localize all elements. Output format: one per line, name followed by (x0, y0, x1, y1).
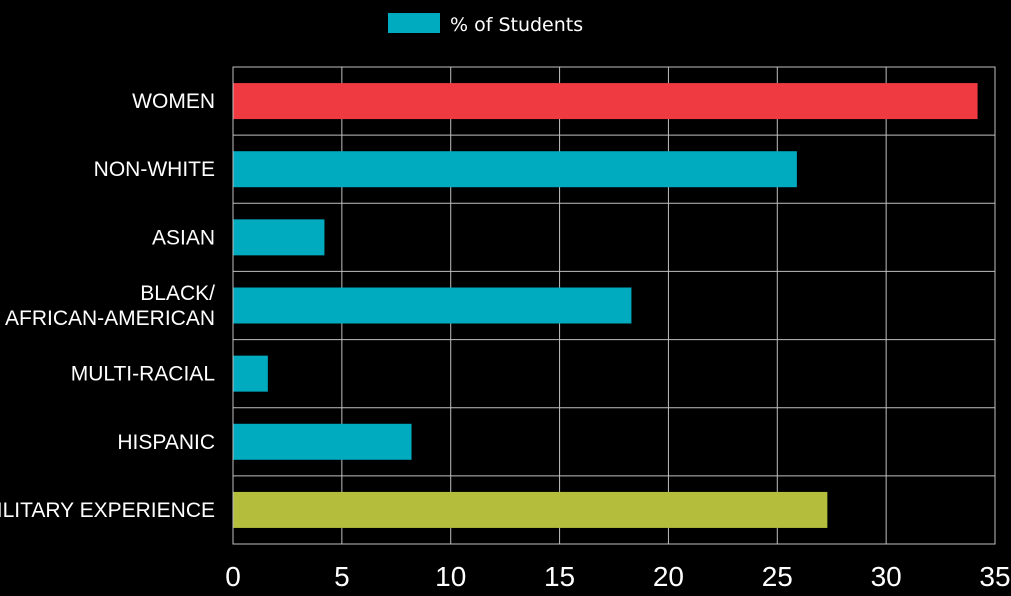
x-tick-label: 5 (334, 561, 350, 592)
bar (233, 491, 828, 528)
legend: % of Students (388, 13, 583, 36)
x-tick-label: 30 (871, 561, 902, 592)
legend-label: % of Students (450, 14, 583, 36)
category-label: WOMEN (132, 90, 215, 113)
category-label: BLACK/ (140, 282, 215, 305)
plot-frame (232, 66, 996, 545)
bar (233, 219, 325, 256)
x-tick-label: 10 (435, 561, 466, 592)
category-label: ASIAN (152, 226, 215, 249)
category-label: MULTI-RACIAL (71, 363, 215, 386)
bar (233, 287, 632, 324)
category-label: AFRICAN-AMERICAN (5, 307, 215, 330)
category-label: HISPANIC (117, 431, 215, 454)
x-tick-label: 25 (762, 561, 793, 592)
legend-swatch (388, 13, 440, 33)
category-label: MILITARY EXPERIENCE (0, 499, 215, 522)
bar (233, 151, 797, 188)
x-tick-label: 0 (225, 561, 241, 592)
bar (233, 83, 978, 120)
x-tick-label: 35 (979, 561, 1010, 592)
x-tick-label: 20 (653, 561, 684, 592)
bar (233, 355, 268, 392)
x-tick-label: 15 (544, 561, 575, 592)
bar (233, 423, 412, 460)
category-label: NON-WHITE (94, 158, 215, 181)
